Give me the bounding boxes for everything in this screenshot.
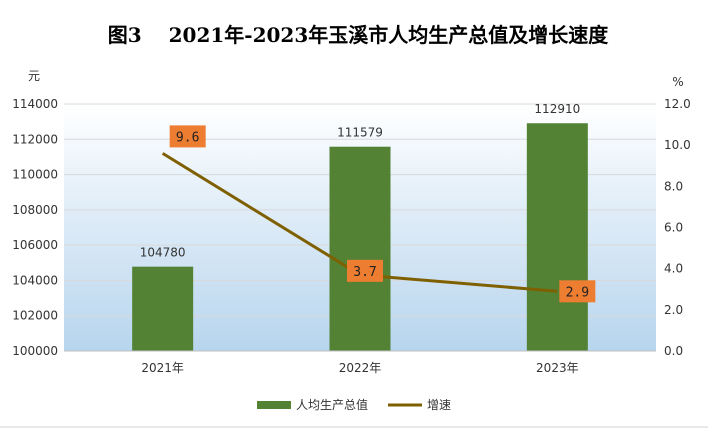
line-label-box	[347, 259, 383, 282]
left-axis-unit: 元	[28, 69, 40, 83]
left-tick-label: 100000	[12, 344, 58, 358]
right-axis-unit: %	[672, 75, 683, 89]
legend: 人均生产总值 增速	[257, 397, 451, 412]
axes: 100000 102000 104000 106000 108000 110000 1120…	[12, 97, 691, 375]
line-data-label: 2.9	[566, 285, 589, 300]
bar	[526, 123, 588, 351]
chart-title: 图3 2021年-2023年玉溪市人均生产总值及增长速度	[108, 23, 610, 47]
right-tick-label: 10.0	[664, 138, 691, 152]
line-label-box	[559, 280, 596, 303]
left-tick-label: 114000	[12, 97, 58, 111]
legend-line-label: 增速	[427, 398, 451, 412]
left-tick-label: 110000	[12, 168, 58, 182]
right-tick-label: 4.0	[664, 262, 683, 276]
line-series: 9.6 3.7 2.9	[161, 125, 596, 303]
left-tick-label: 102000	[12, 309, 58, 323]
bar-data-label: 104780	[140, 246, 186, 260]
line-label-box	[169, 125, 206, 148]
bar	[132, 266, 194, 351]
right-tick-label: 0.0	[664, 344, 683, 358]
left-tick-label: 108000	[12, 203, 58, 217]
legend-bar-label: 人均生产总值	[296, 397, 368, 412]
x-tick-label: 2023年	[536, 361, 579, 375]
bar-series: 104780 111579 112910	[132, 102, 588, 351]
bar	[329, 146, 391, 351]
line-data-label: 9.6	[176, 130, 199, 145]
left-tick-label: 112000	[12, 132, 58, 146]
left-tick-label: 106000	[12, 238, 58, 252]
right-tick-label: 2.0	[664, 303, 683, 317]
legend-bar-swatch	[257, 401, 291, 409]
line-data-label: 3.7	[353, 265, 376, 280]
right-tick-label: 8.0	[664, 179, 683, 193]
bar-data-label: 111579	[337, 126, 383, 140]
x-tick-label: 2022年	[339, 361, 382, 375]
x-tick-label: 2021年	[141, 361, 184, 375]
bar-data-label: 112910	[534, 102, 580, 116]
right-tick-label: 6.0	[664, 221, 683, 235]
right-tick-label: 12.0	[664, 97, 691, 111]
left-tick-label: 104000	[12, 273, 58, 287]
